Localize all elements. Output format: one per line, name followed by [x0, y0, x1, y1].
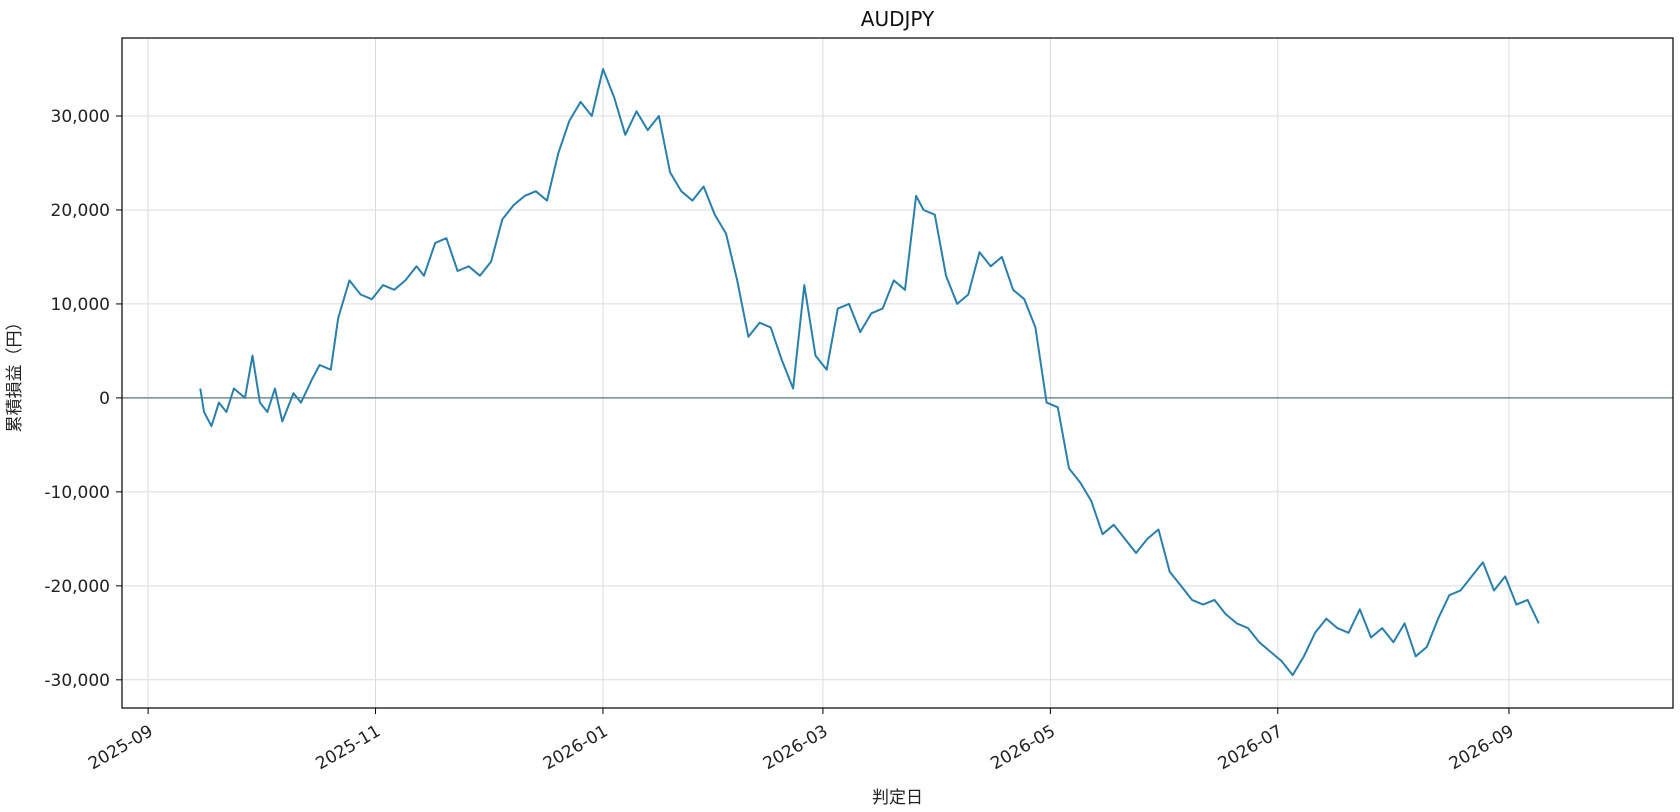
- chart-title: AUDJPY: [861, 7, 935, 31]
- y-axis: -30,000 -20,000 -10,000 0 10,000 20,000 30,000: [44, 107, 122, 691]
- y-tick-label: -30,000: [44, 671, 110, 691]
- y-tick-label: 20,000: [51, 201, 110, 221]
- grid-lines: [122, 38, 1673, 708]
- y-tick-label: 0: [99, 389, 110, 409]
- plot-frame: [121, 37, 1674, 709]
- y-tick-label: 10,000: [51, 295, 110, 315]
- x-axis-title: 判定日: [872, 788, 923, 808]
- series-line-cumulative-pnl: [199, 68, 1540, 677]
- y-tick-label: -20,000: [44, 577, 110, 597]
- y-tick-label: 30,000: [51, 107, 110, 127]
- y-axis-title: 累積損益（円）: [5, 314, 25, 433]
- y-tick-label: -10,000: [44, 483, 110, 503]
